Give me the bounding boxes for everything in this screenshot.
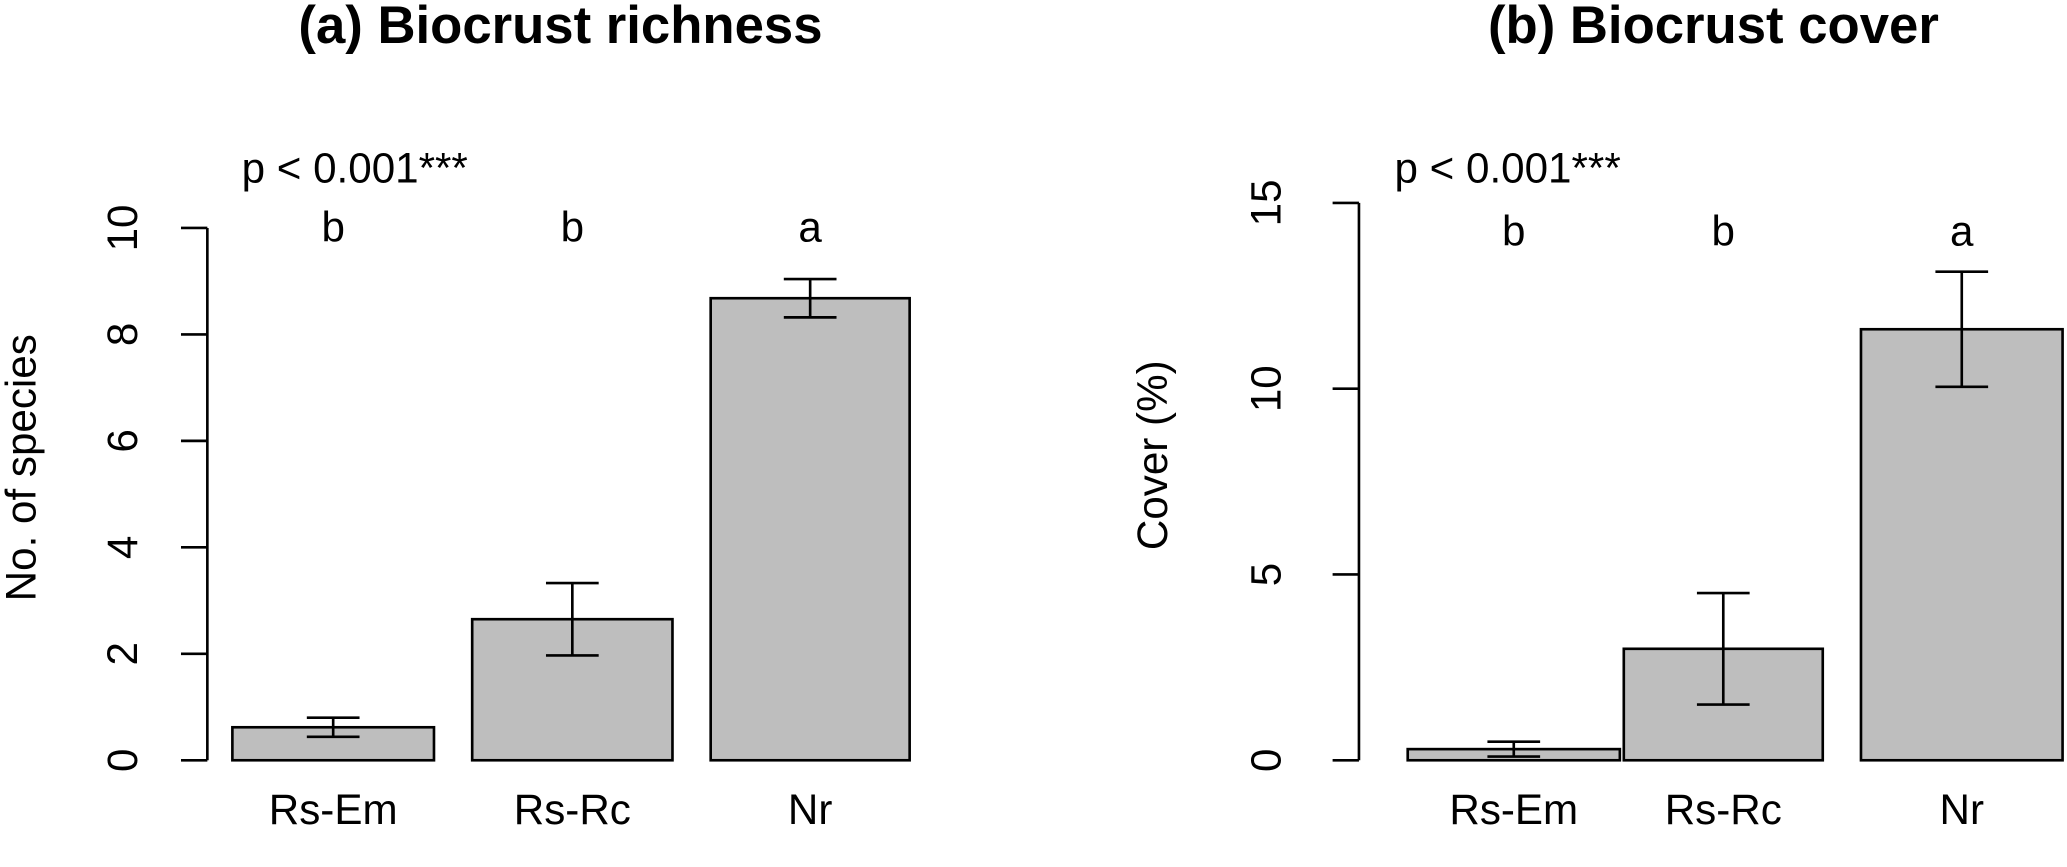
y-tick-label: 2 [99, 642, 146, 665]
y-tick-label: 15 [1242, 179, 1289, 226]
x-tick-label: Nr [788, 786, 832, 833]
bar [1859, 327, 2064, 762]
p-value: p < 0.001*** [1395, 144, 1621, 191]
error-bar [1487, 740, 1541, 758]
error-bar [545, 581, 599, 657]
chart-title: (a) Biocrust richness [298, 0, 822, 55]
group-letter: b [321, 204, 344, 251]
group-letter: b [561, 204, 584, 251]
error-bar [1696, 591, 1750, 706]
y-tick-label: 0 [1242, 749, 1289, 772]
bar [709, 296, 911, 762]
x-tick-label: Rs-Rc [1665, 786, 1782, 833]
x-tick-label: Nr [1940, 786, 1984, 833]
error-bar [306, 716, 360, 739]
x-tick-label: Rs-Em [1449, 786, 1578, 833]
chart-title: (b) Biocrust cover [1488, 0, 1939, 55]
error-bar [783, 277, 837, 319]
y-tick-label: 5 [1242, 563, 1289, 586]
y-axis-label: Cover (%) [1129, 360, 1176, 550]
p-value: p < 0.001*** [242, 144, 468, 191]
y-tick-label: 6 [99, 429, 146, 452]
y-tick-label: 10 [1242, 365, 1289, 412]
group-letter: b [1502, 208, 1525, 255]
y-tick-label: 8 [99, 323, 146, 346]
x-tick-label: Rs-Rc [514, 786, 631, 833]
group-letter: a [798, 204, 822, 251]
y-tick-label: 10 [99, 205, 146, 252]
error-bar [1935, 270, 1989, 389]
y-tick-label: 4 [99, 536, 146, 559]
x-tick-label: Rs-Em [269, 786, 398, 833]
y-axis-label: No. of species [0, 334, 44, 601]
group-letter: a [1950, 208, 1974, 255]
group-letter: b [1712, 208, 1735, 255]
y-tick-label: 0 [99, 749, 146, 772]
